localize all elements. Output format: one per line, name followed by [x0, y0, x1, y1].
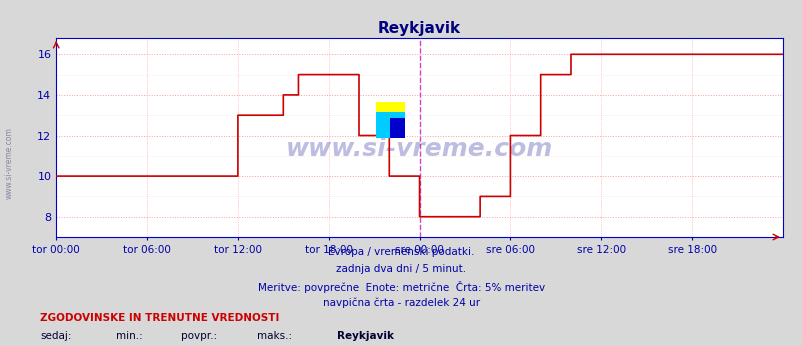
Text: Evropa / vremenski podatki.: Evropa / vremenski podatki. — [328, 247, 474, 257]
Text: maks.:: maks.: — [257, 331, 292, 341]
Text: min.:: min.: — [116, 331, 143, 341]
Text: sedaj:: sedaj: — [40, 331, 71, 341]
Text: www.si-vreme.com: www.si-vreme.com — [5, 127, 14, 199]
Bar — [375, 102, 404, 138]
Text: ZGODOVINSKE IN TRENUTNE VREDNOSTI: ZGODOVINSKE IN TRENUTNE VREDNOSTI — [40, 313, 279, 323]
Title: Reykjavik: Reykjavik — [378, 20, 460, 36]
Text: www.si-vreme.com: www.si-vreme.com — [286, 137, 553, 162]
Text: povpr.:: povpr.: — [180, 331, 217, 341]
Text: zadnja dva dni / 5 minut.: zadnja dva dni / 5 minut. — [336, 264, 466, 274]
Text: navpična črta - razdelek 24 ur: navpična črta - razdelek 24 ur — [322, 297, 480, 308]
Text: Reykjavik: Reykjavik — [337, 331, 394, 341]
Bar — [375, 112, 404, 138]
Bar — [390, 118, 404, 138]
Text: Meritve: povprečne  Enote: metrične  Črta: 5% meritev: Meritve: povprečne Enote: metrične Črta:… — [257, 281, 545, 293]
